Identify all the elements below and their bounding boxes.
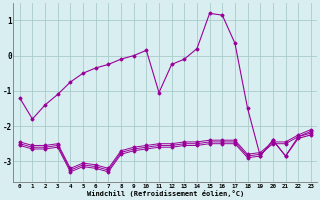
X-axis label: Windchill (Refroidissement éolien,°C): Windchill (Refroidissement éolien,°C) <box>87 190 244 197</box>
